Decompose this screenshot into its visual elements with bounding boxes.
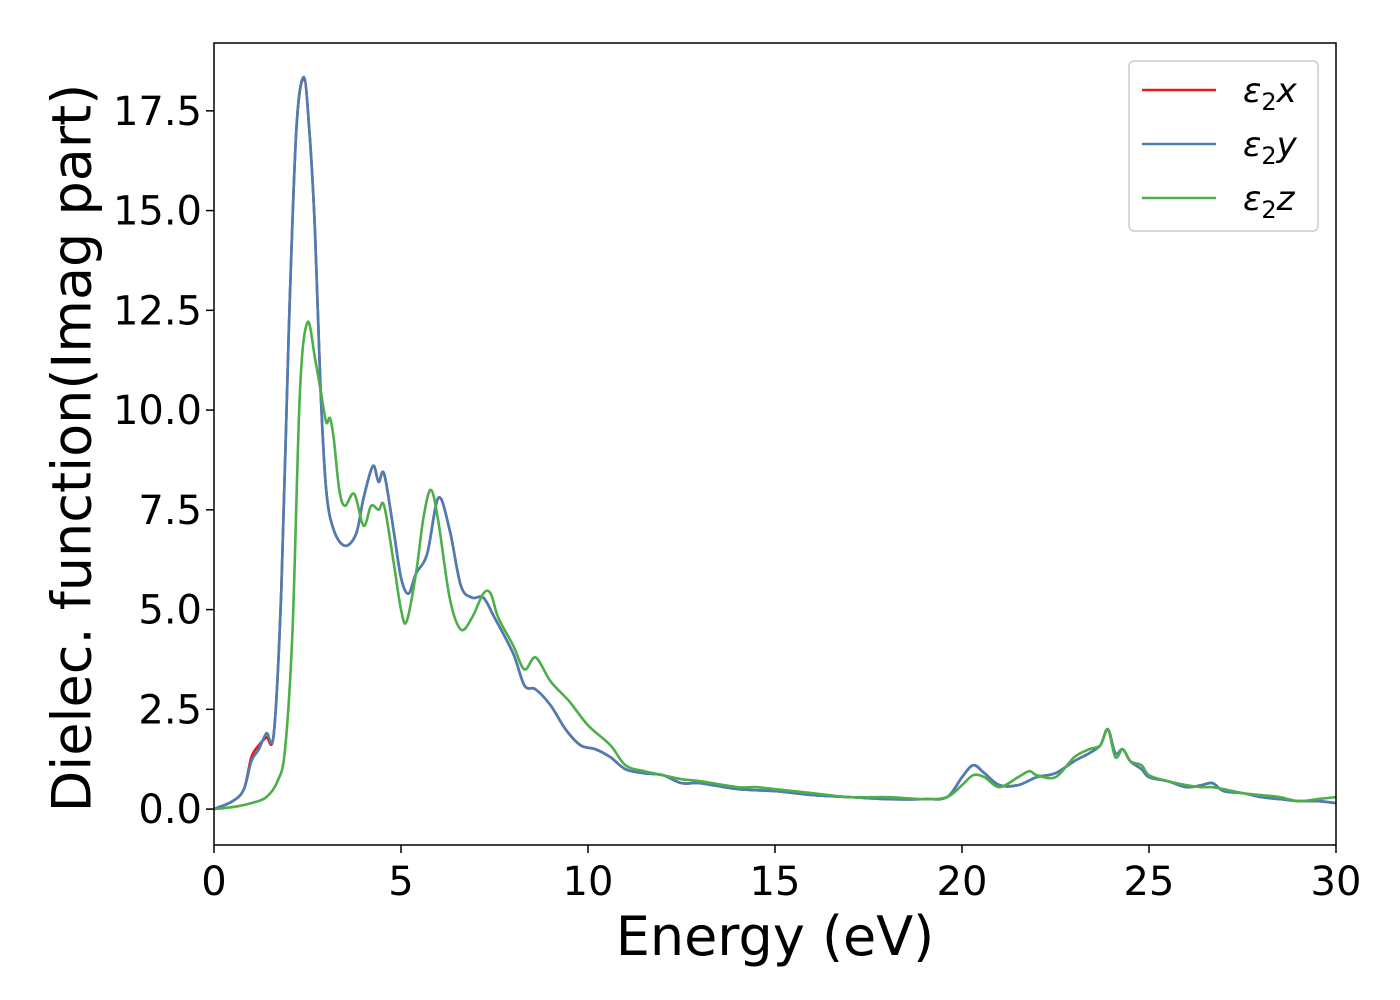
legend-box <box>1128 60 1319 232</box>
y-axis-ticks: 0.0 2.5 5.0 7.5 10.0 12.5 15.0 17.5 <box>113 89 214 833</box>
y-tick-label: 7.5 <box>138 488 202 534</box>
series-layer <box>214 75 1336 811</box>
x-tick-label: 15 <box>750 859 801 905</box>
y-tick-label: 5.0 <box>138 588 202 634</box>
x-tick-label: 10 <box>563 859 614 905</box>
y-tick-label: 0.0 <box>138 787 202 833</box>
legend-label-x: ε2x <box>1243 71 1298 116</box>
x-tick-label: 5 <box>388 859 413 905</box>
legend-label-y: ε2y <box>1243 125 1298 170</box>
x-axis-label: Energy (eV) <box>616 905 935 968</box>
x-tick-label: 30 <box>1311 859 1362 905</box>
x-axis-ticks: 0 5 10 15 20 25 30 <box>201 845 1361 905</box>
x-tick-label: 20 <box>937 859 988 905</box>
x-tick-label: 0 <box>201 859 226 905</box>
legend: ε2x ε2y ε2z <box>1128 60 1319 232</box>
y-tick-label: 12.5 <box>113 288 202 334</box>
series-line-z <box>214 320 1336 811</box>
y-tick-label: 15.0 <box>113 189 202 235</box>
y-tick-label: 17.5 <box>113 89 202 135</box>
legend-label-z: ε2z <box>1243 179 1296 224</box>
y-tick-label: 10.0 <box>113 388 202 434</box>
x-tick-label: 25 <box>1124 859 1175 905</box>
y-tick-label: 2.5 <box>138 687 202 733</box>
y-axis-label: Dielec. function(Imag part) <box>41 84 104 813</box>
